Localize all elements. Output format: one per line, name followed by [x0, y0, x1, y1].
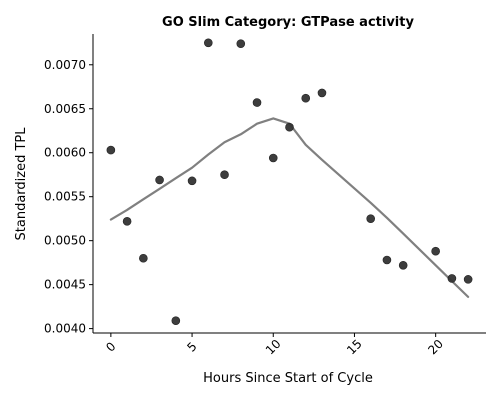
x-tick-label: 5	[184, 339, 199, 354]
plot-area: 0 5 10 15 20 0.0040 0.0045 0.0050 0.0055 0.0060 0.…	[44, 34, 486, 357]
x-axis-label: Hours Since Start of Cycle	[203, 371, 373, 386]
data-point	[252, 98, 262, 107]
data-point	[187, 176, 197, 186]
y-tick-label: 0.0065	[44, 102, 86, 116]
y-tick-label: 0.0055	[44, 190, 86, 204]
y-tick-label: 0.0050	[44, 234, 86, 248]
x-tick-label: 20	[425, 337, 446, 358]
data-point	[204, 38, 213, 48]
data-point	[220, 170, 229, 180]
data-point	[268, 153, 278, 163]
data-point	[382, 255, 392, 265]
chart-title: GO Slim Category: GTPase activity	[162, 15, 414, 30]
y-tick-label: 0.0045	[44, 278, 86, 292]
data-point	[398, 260, 408, 270]
data-point	[171, 316, 181, 325]
data-point	[106, 145, 116, 155]
y-tick-label: 0.0060	[44, 146, 86, 160]
data-point	[122, 217, 132, 226]
x-tick-label: 0	[103, 339, 118, 354]
y-tick-label: 0.0040	[44, 322, 86, 336]
x-tick-label: 15	[344, 337, 365, 358]
data-point	[236, 39, 246, 48]
data-point	[447, 274, 457, 283]
data-point	[366, 214, 375, 223]
data-point	[431, 246, 440, 256]
data-point	[317, 88, 327, 98]
data-point	[301, 93, 311, 103]
data-point	[139, 253, 148, 263]
y-axis-label: Standardized TPL	[14, 127, 29, 241]
y-tick-label: 0.0070	[44, 58, 86, 72]
trend-line	[109, 117, 470, 298]
x-tick-label: 10	[263, 337, 284, 358]
data-point	[285, 122, 294, 132]
data-point	[155, 175, 164, 185]
data-point	[463, 275, 473, 284]
